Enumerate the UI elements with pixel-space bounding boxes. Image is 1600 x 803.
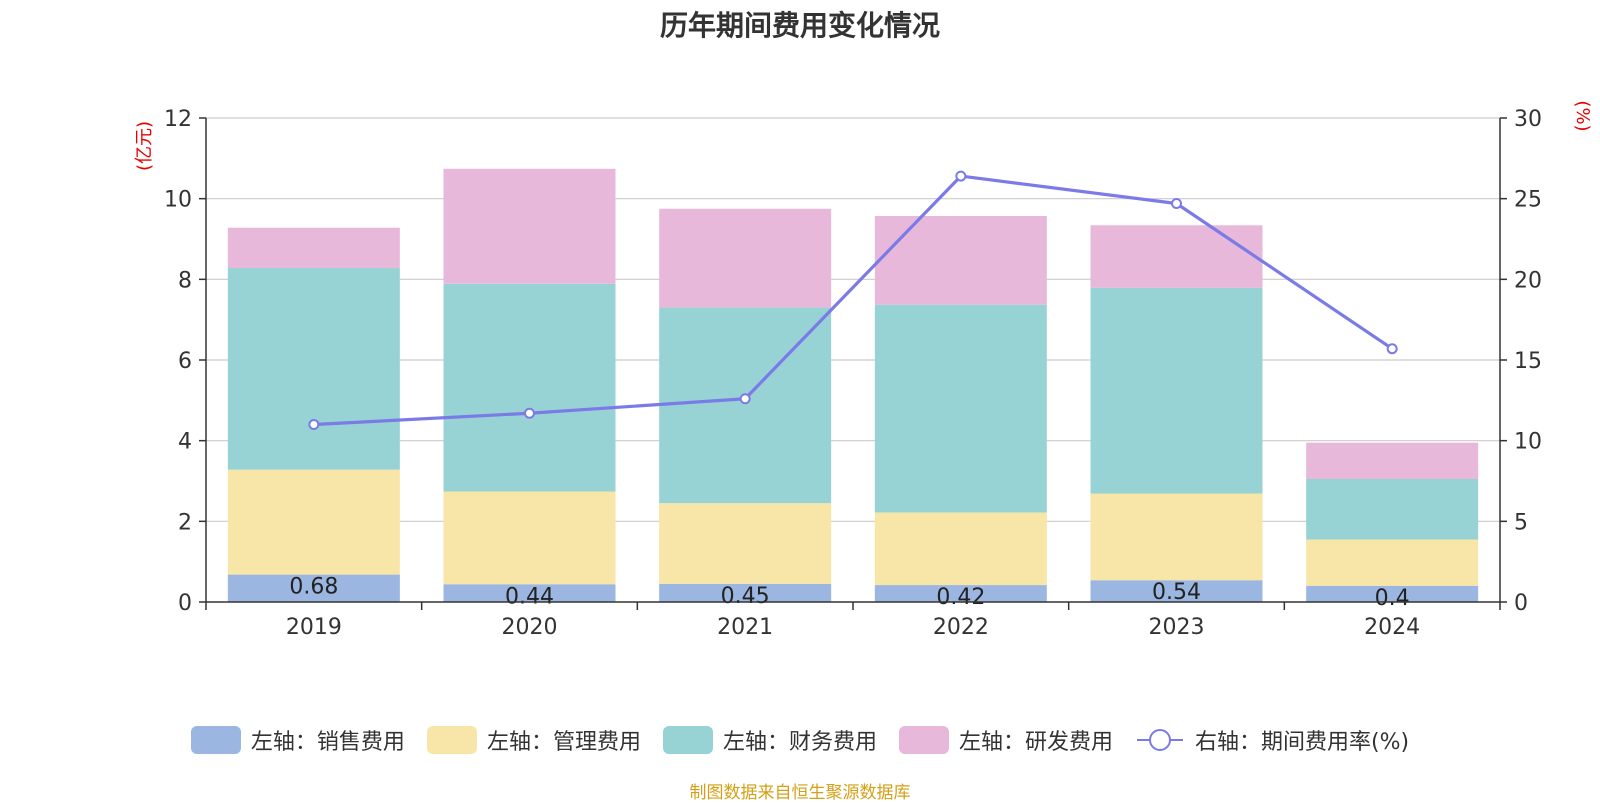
right-axis-tick-label: 15 bbox=[1514, 349, 1542, 374]
legend: 左轴：销售费用 左轴：管理费用 左轴：财务费用 左轴：研发费用 右轴：期间费用率(%) bbox=[0, 722, 1600, 758]
legend-item[interactable]: 左轴：销售费用 bbox=[190, 724, 405, 756]
left-axis-tick-label: 12 bbox=[164, 107, 192, 132]
bar-segment-4 bbox=[1306, 442, 1479, 479]
legend-label: 左轴：管理费用 bbox=[486, 730, 641, 755]
legend-item[interactable]: 右轴：期间费用率(%) bbox=[1135, 724, 1409, 756]
left-axis-unit-label: (亿元) bbox=[134, 121, 155, 171]
bar-data-label: 0.44 bbox=[505, 584, 554, 609]
legend-swatch bbox=[898, 726, 949, 754]
bar-segment-1 bbox=[1306, 585, 1479, 602]
bar-segment-3 bbox=[443, 283, 616, 492]
left-axis-tick-label: 8 bbox=[178, 268, 192, 293]
bar-segment-1 bbox=[874, 585, 1047, 602]
bar-segment-4 bbox=[874, 216, 1047, 305]
legend-label: 左轴：销售费用 bbox=[250, 730, 405, 755]
bar-segment-3 bbox=[1090, 287, 1263, 494]
legend-label: 左轴：财务费用 bbox=[722, 730, 877, 755]
bar-segment-3 bbox=[874, 304, 1047, 513]
bar-layer bbox=[227, 168, 1479, 602]
legend-swatch bbox=[190, 726, 241, 754]
rate-line-point bbox=[524, 407, 535, 419]
grid-layer bbox=[206, 117, 1500, 522]
bar-data-label: 0.54 bbox=[1152, 580, 1201, 605]
x-axis-tick-label: 2019 bbox=[286, 615, 342, 640]
left-axis-tick-label: 6 bbox=[178, 349, 192, 374]
bar-segment-4 bbox=[227, 227, 400, 269]
bar-segment-1 bbox=[227, 574, 400, 602]
legend-item[interactable]: 左轴：财务费用 bbox=[662, 724, 877, 756]
bar-segment-2 bbox=[874, 512, 1047, 586]
legend-label: 左轴：研发费用 bbox=[958, 730, 1113, 755]
bar-segment-4 bbox=[659, 208, 832, 308]
bar-segment-1 bbox=[659, 583, 832, 602]
left-axis-tick-label: 0 bbox=[178, 591, 192, 616]
left-axis-tick-label: 4 bbox=[178, 430, 192, 455]
bar-segment-2 bbox=[1306, 539, 1479, 586]
left-axis-tick-label: 10 bbox=[164, 188, 192, 213]
chart-title: 历年期间费用变化情况 bbox=[659, 9, 940, 42]
legend-item[interactable]: 左轴：管理费用 bbox=[426, 724, 641, 756]
bar-segment-3 bbox=[1306, 478, 1479, 540]
legend-item[interactable]: 左轴：研发费用 bbox=[898, 724, 1113, 756]
right-axis-tick-label: 30 bbox=[1514, 107, 1542, 132]
right-axis-tick-label: 10 bbox=[1514, 430, 1542, 455]
x-axis-tick-label: 2022 bbox=[933, 615, 989, 640]
line-layer bbox=[308, 170, 1398, 431]
bar-segment-4 bbox=[1090, 225, 1263, 288]
rate-line-point bbox=[1386, 343, 1398, 355]
bar-segment-1 bbox=[1090, 580, 1263, 602]
legend-label: 右轴：期间费用率(%) bbox=[1194, 730, 1410, 755]
right-axis-tick-label: 25 bbox=[1514, 188, 1542, 213]
bar-data-label: 0.45 bbox=[721, 584, 770, 609]
bar-segment-2 bbox=[227, 469, 400, 575]
right-axis-unit-label: (%) bbox=[1572, 100, 1593, 131]
x-axis-tick-label: 2021 bbox=[717, 615, 773, 640]
bar-segment-2 bbox=[659, 503, 832, 584]
rate-line bbox=[313, 174, 1394, 427]
x-axis-tick-label: 2024 bbox=[1364, 615, 1420, 640]
bar-segment-3 bbox=[227, 268, 400, 470]
left-axis-tick-label: 2 bbox=[178, 510, 192, 535]
axis-layer: 0 2 4 6 8 10 12 0 5 10 15 20 25 30 (亿元) (%) 2019 2020 2021… bbox=[134, 100, 1593, 640]
bar-segment-2 bbox=[443, 491, 616, 585]
legend-line-icon bbox=[1136, 729, 1183, 751]
chart-canvas: 0.68 0.44 0.45 0.42 0.54 0.4 0 2 4 6 8 10 12 0 5 10 15 2… bbox=[134, 100, 1593, 640]
right-axis-tick-label: 5 bbox=[1514, 510, 1528, 535]
bar-segment-1 bbox=[443, 584, 616, 602]
footer-source: 制图数据来自恒生聚源数据库 bbox=[689, 783, 911, 803]
rate-line-point bbox=[308, 419, 320, 431]
bar-segment-2 bbox=[1090, 493, 1263, 581]
x-axis-tick-label: 2023 bbox=[1149, 615, 1205, 640]
bar-data-label: 0.4 bbox=[1375, 586, 1410, 611]
legend-swatch bbox=[662, 726, 713, 754]
label-layer: 0.68 0.44 0.45 0.42 0.54 0.4 bbox=[289, 575, 1409, 611]
legend-swatch bbox=[426, 726, 477, 754]
bar-data-label: 0.68 bbox=[289, 575, 338, 600]
right-axis-tick-label: 0 bbox=[1514, 591, 1528, 616]
rate-line-point bbox=[739, 393, 751, 405]
bar-data-label: 0.42 bbox=[936, 585, 985, 610]
rate-line-point bbox=[1171, 198, 1182, 210]
bar-segment-4 bbox=[443, 168, 616, 284]
x-axis-tick-label: 2020 bbox=[502, 615, 558, 640]
right-axis-tick-label: 20 bbox=[1514, 268, 1542, 293]
rate-line-point bbox=[955, 170, 967, 182]
